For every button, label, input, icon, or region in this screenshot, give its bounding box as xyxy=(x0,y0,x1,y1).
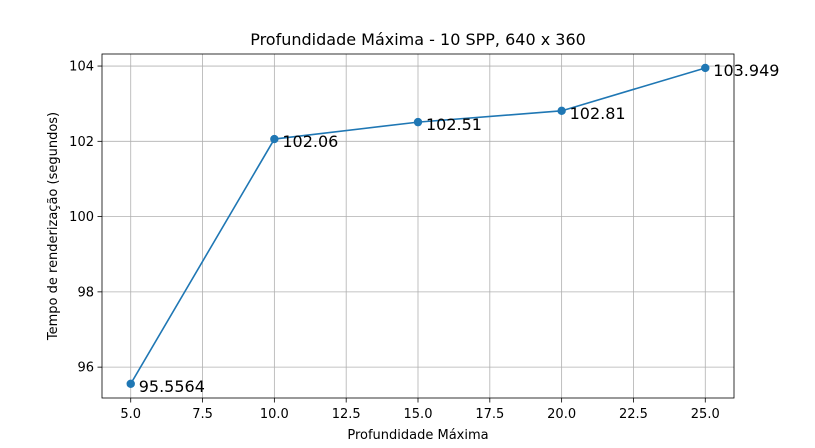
data-label: 102.81 xyxy=(570,104,626,123)
data-point xyxy=(270,134,279,144)
x-tick-label: 10.0 xyxy=(260,407,289,422)
x-axis-label: Profundidade Máxima xyxy=(347,428,488,443)
y-tick-label: 98 xyxy=(77,285,94,300)
x-tick-label: 20.0 xyxy=(547,407,576,422)
x-tick-label: 7.5 xyxy=(192,407,213,422)
x-tick-label: 25.0 xyxy=(691,407,720,422)
y-tick-label: 104 xyxy=(69,60,94,75)
data-label: 102.51 xyxy=(426,115,482,134)
data-point xyxy=(701,63,710,73)
y-tick-label: 100 xyxy=(69,210,94,225)
x-tick-label: 15.0 xyxy=(404,407,433,422)
data-point xyxy=(557,106,566,116)
y-axis-label: Tempo de renderização (segundos) xyxy=(46,112,61,341)
y-axis-ticks: 96 98 100 102 104 xyxy=(69,60,102,376)
x-tick-label: 22.5 xyxy=(619,407,648,422)
y-tick-label: 102 xyxy=(69,135,94,150)
x-tick-label: 5.0 xyxy=(120,407,141,422)
y-tick-label: 96 xyxy=(77,361,94,376)
data-label: 102.06 xyxy=(282,132,338,151)
chart-title: Profundidade Máxima - 10 SPP, 640 x 360 xyxy=(250,30,586,49)
x-axis-ticks: 5.0 7.5 10.0 12.5 15.0 17.5 20.0 22.5 25.0 xyxy=(120,398,720,422)
series xyxy=(126,63,710,389)
x-tick-label: 17.5 xyxy=(475,407,504,422)
data-labels: 95.5564 102.06 102.51 102.81 103.949 xyxy=(139,61,780,396)
data-label: 103.949 xyxy=(713,61,779,80)
grid-lines xyxy=(102,54,734,398)
data-label: 95.5564 xyxy=(139,377,205,396)
x-tick-label: 12.5 xyxy=(332,407,361,422)
data-point xyxy=(126,379,135,389)
data-point xyxy=(413,117,423,127)
